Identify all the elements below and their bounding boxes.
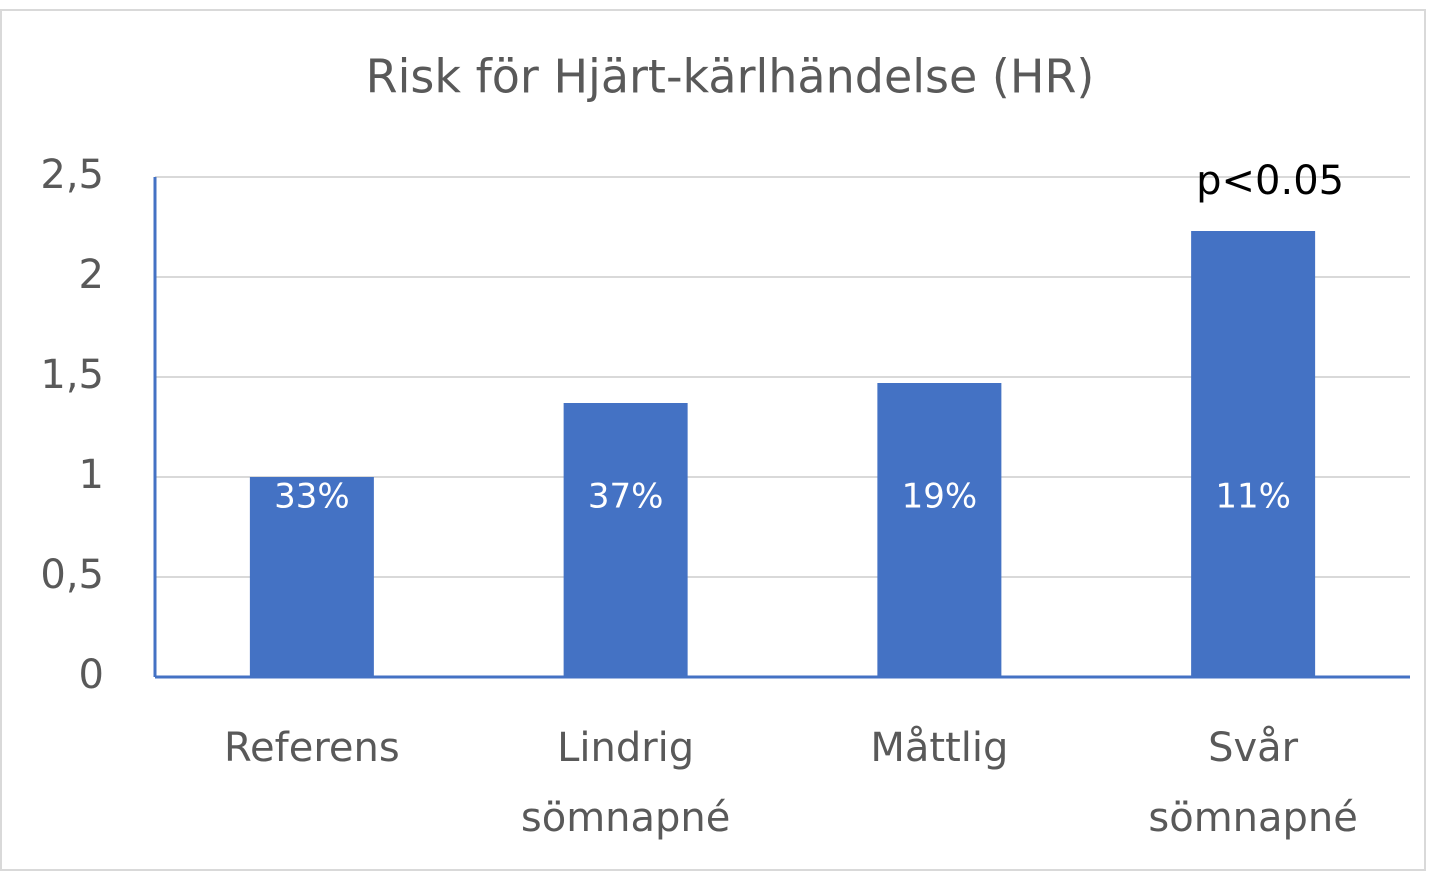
x-tick-label: Måttlig — [870, 725, 1008, 771]
y-tick-label: 2,5 — [40, 152, 104, 198]
bar-inner-label: 33% — [274, 477, 350, 517]
bar-inner-label: 19% — [902, 477, 978, 517]
x-tick-label: Lindrig sömnapné — [521, 725, 731, 841]
x-tick-label: Svår sömnapné — [1148, 725, 1358, 841]
bar — [563, 403, 688, 677]
bar — [249, 477, 374, 677]
y-tick-label: 1 — [79, 452, 104, 498]
x-tick-label: Referens — [224, 725, 400, 771]
y-tick-label: 0,5 — [40, 552, 104, 598]
bar-inner-label: 37% — [588, 477, 664, 517]
annotation: p<0.05 — [1196, 158, 1344, 204]
bar — [877, 383, 1002, 677]
bar — [1191, 231, 1316, 677]
chart-frame — [0, 9, 1426, 871]
y-tick-label: 1,5 — [40, 352, 104, 398]
bar-inner-label: 11% — [1215, 477, 1291, 517]
y-tick-label: 2 — [79, 252, 104, 298]
y-tick-label: 0 — [79, 652, 104, 698]
chart-title: Risk för Hjärt-kärlhändelse (HR) — [366, 50, 1095, 104]
